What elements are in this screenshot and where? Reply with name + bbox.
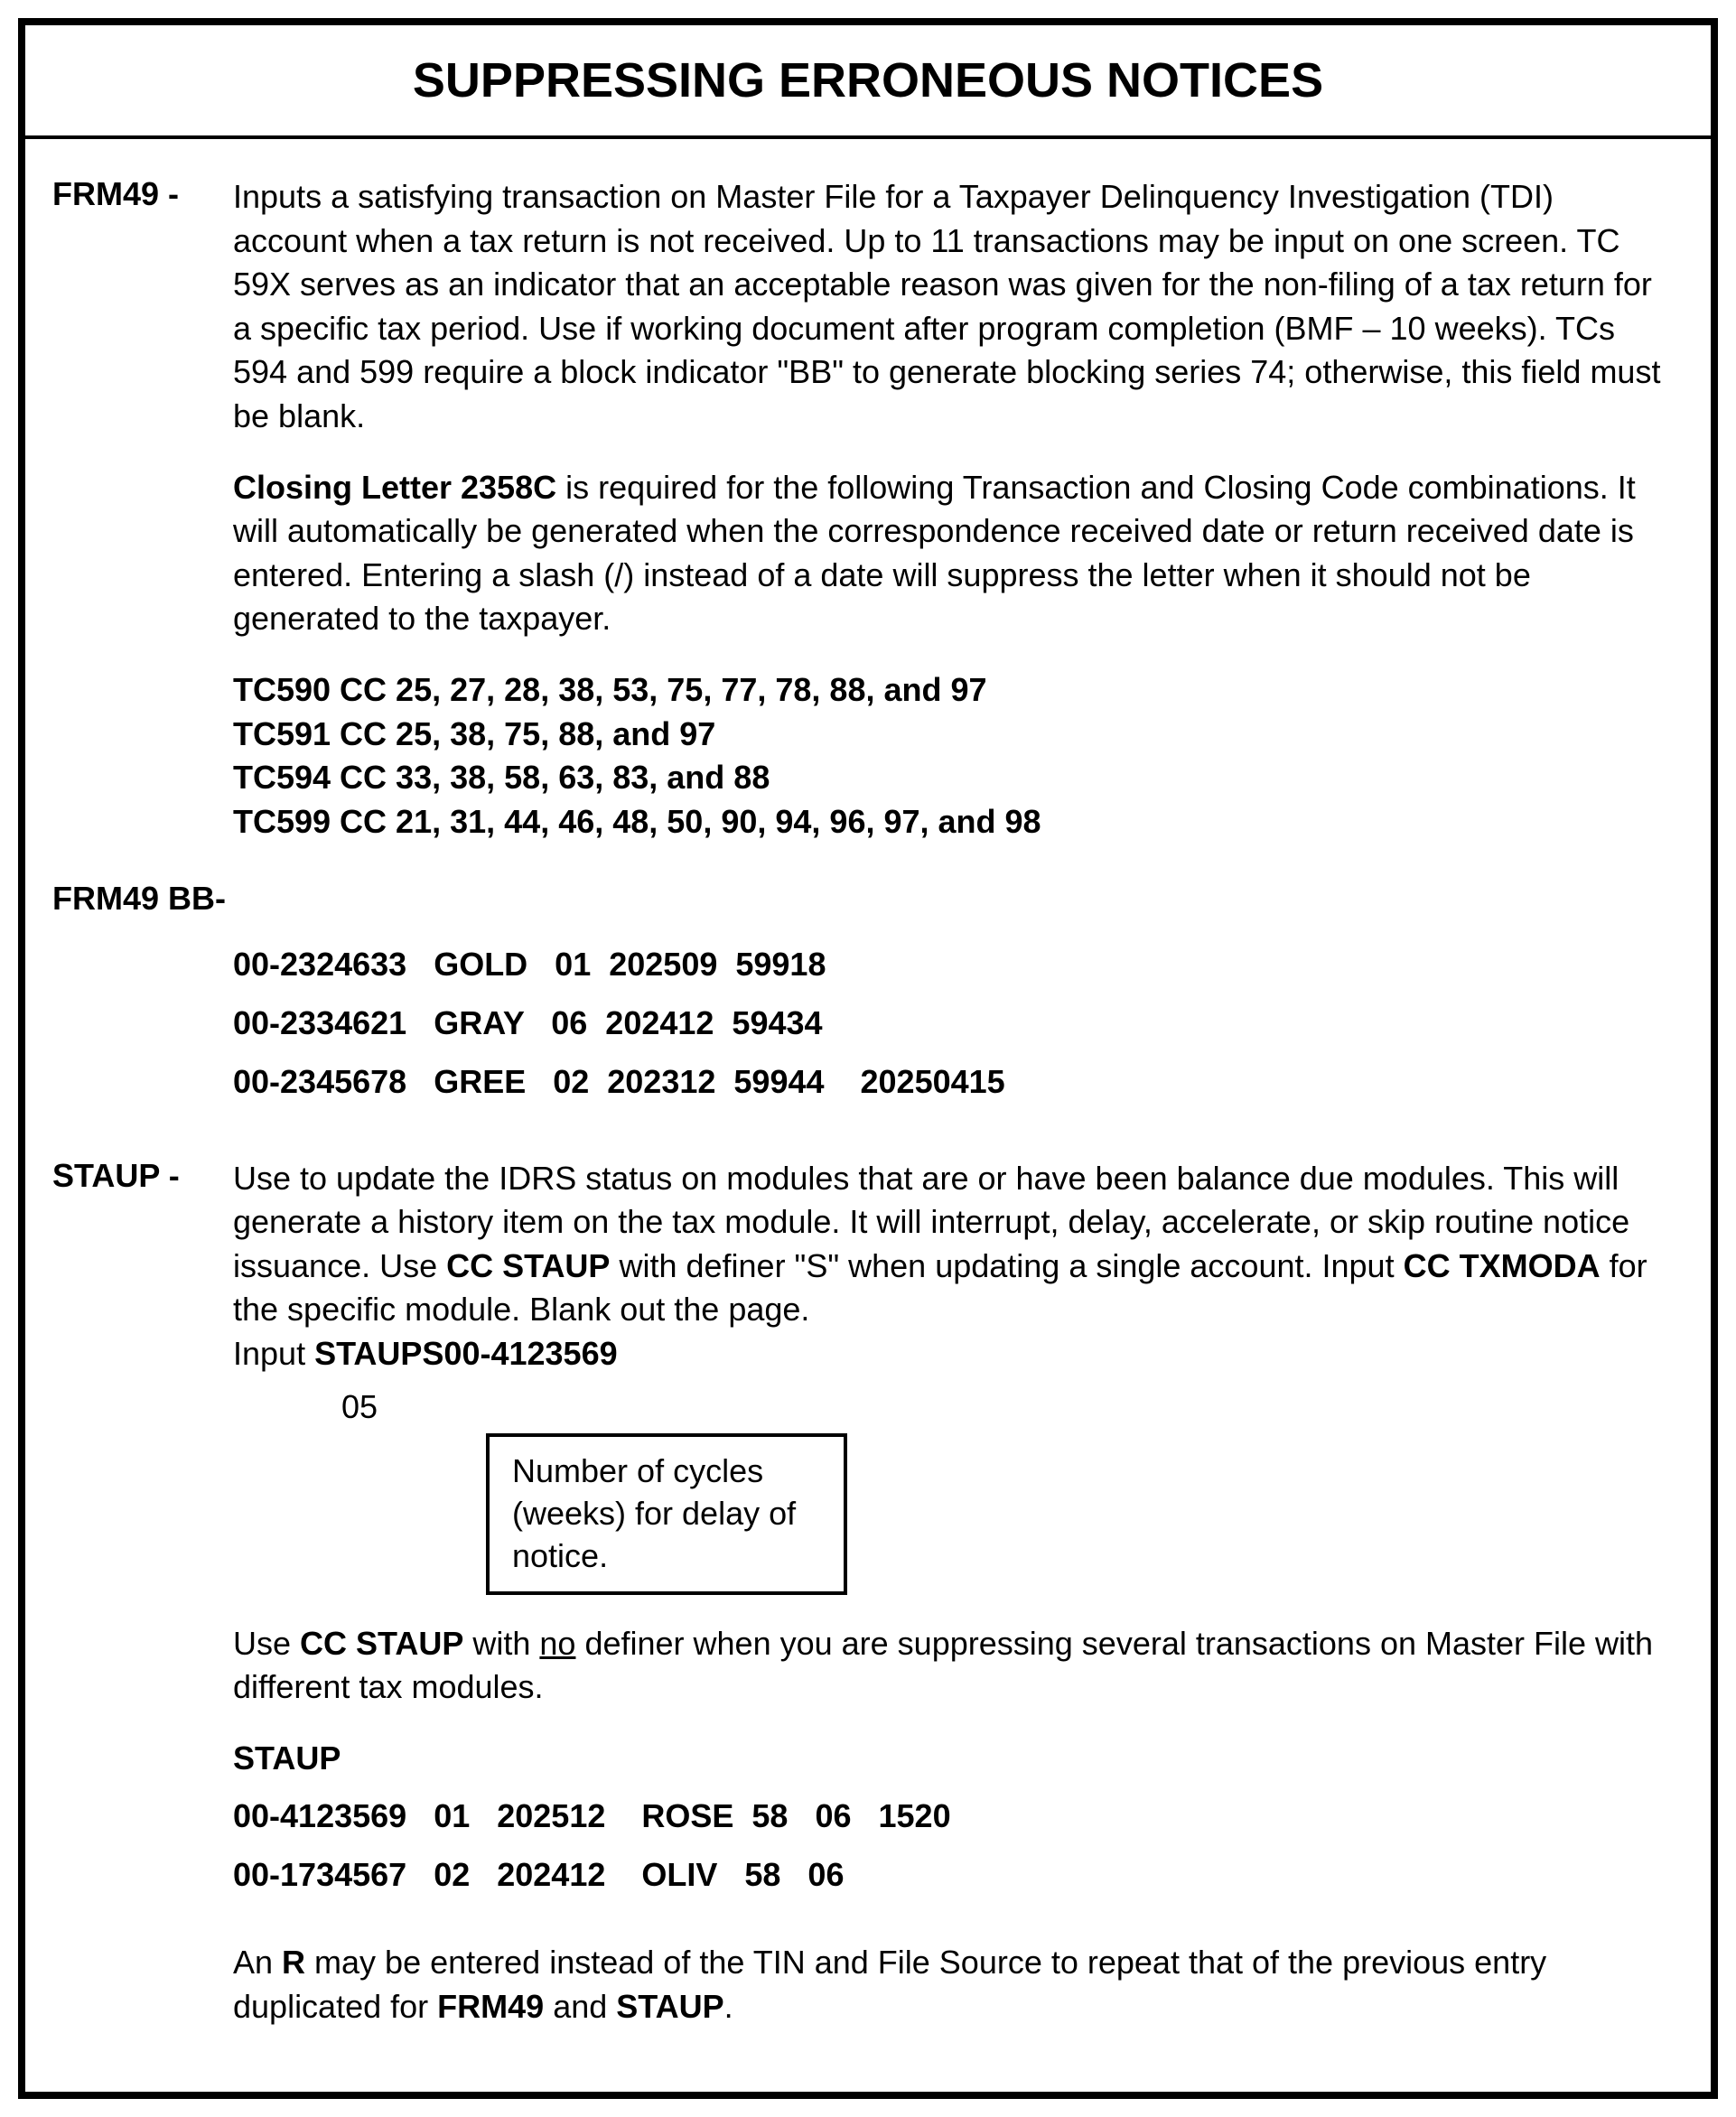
cc-txmoda-bold: CC TXMODA [1404, 1247, 1601, 1284]
period: . [724, 1988, 733, 2025]
staup-para1: Use to update the IDRS status on modules… [233, 1157, 1666, 1332]
frm49bb-label: FRM49 BB- [52, 880, 1666, 918]
staup-input-block: 05 Number of cycles (weeks) for delay of… [233, 1385, 1666, 1595]
tc-line: TC594 CC 33, 38, 58, 63, 83, and 88 [233, 756, 1666, 800]
no-underline: no [539, 1625, 575, 1662]
staup-entry: STAUP - Use to update the IDRS status on… [52, 1157, 1666, 2029]
document-page: SUPPRESSING ERRONEOUS NOTICES FRM49 - In… [18, 18, 1718, 2099]
content-area: FRM49 - Inputs a satisfying transaction … [25, 139, 1711, 2092]
cc-staup-bold2: CC STAUP [300, 1625, 463, 1662]
tc-line: TC590 CC 25, 27, 28, 38, 53, 75, 77, 78,… [233, 668, 1666, 713]
title-section: SUPPRESSING ERRONEOUS NOTICES [25, 25, 1711, 139]
table-row: 00-4123569 01 202512 ROSE 58 06 1520 [233, 1787, 1666, 1846]
staup-label: STAUP - [52, 1157, 233, 2029]
input-bold: STAUPS00-4123569 [314, 1335, 618, 1372]
input-pre: Input [233, 1335, 314, 1372]
staup-body: Use to update the IDRS status on modules… [233, 1157, 1666, 2029]
page-title: SUPPRESSING ERRONEOUS NOTICES [25, 52, 1711, 108]
staup-para2: Use CC STAUP with no definer when you ar… [233, 1622, 1666, 1710]
tc-list: TC590 CC 25, 27, 28, 38, 53, 75, 77, 78,… [233, 668, 1666, 844]
staup-input-line: Input STAUPS00-4123569 [233, 1332, 1666, 1376]
and-word: and [544, 1988, 616, 2025]
frm49-label: FRM49 - [52, 175, 233, 844]
staup-para3-pre: An [233, 1944, 282, 1981]
staup-para1-mid: with definer "S" when updating a single … [610, 1247, 1403, 1284]
staup-table: 00-4123569 01 202512 ROSE 58 06 1520 00-… [233, 1787, 1666, 1905]
staup-para2-pre: Use [233, 1625, 300, 1662]
frm49bb-table: 00-2324633 GOLD 01 202509 59918 00-23346… [233, 936, 1666, 1111]
staup-para3: An R may be entered instead of the TIN a… [233, 1941, 1666, 2028]
frm49-para2: Closing Letter 2358C is required for the… [233, 466, 1666, 641]
tc-line: TC599 CC 21, 31, 44, 46, 48, 50, 90, 94,… [233, 800, 1666, 844]
staup-header: STAUP [233, 1737, 1666, 1781]
table-row: 00-2324633 GOLD 01 202509 59918 [233, 936, 1666, 994]
table-row: 00-2345678 GREE 02 202312 59944 20250415 [233, 1053, 1666, 1112]
table-row: 00-2334621 GRAY 06 202412 59434 [233, 994, 1666, 1053]
frm49-para1: Inputs a satisfying transaction on Maste… [233, 175, 1666, 439]
cc-staup-bold: CC STAUP [446, 1247, 610, 1284]
staup-para3-mid: may be entered instead of the TIN and Fi… [233, 1944, 1546, 2025]
closing-letter-bold: Closing Letter 2358C [233, 469, 556, 506]
frm49-body: Inputs a satisfying transaction on Maste… [233, 175, 1666, 844]
staup-bold-ref: STAUP [616, 1988, 723, 2025]
r-bold: R [282, 1944, 305, 1981]
frm49-entry: FRM49 - Inputs a satisfying transaction … [52, 175, 1666, 844]
tc-line: TC591 CC 25, 38, 75, 88, and 97 [233, 713, 1666, 757]
staup-para2-mid1: with [463, 1625, 539, 1662]
cycle-box: Number of cycles (weeks) for delay of no… [486, 1433, 847, 1594]
staup-05: 05 [341, 1385, 1666, 1430]
table-row: 00-1734567 02 202412 OLIV 58 06 [233, 1846, 1666, 1905]
frm49-bold-ref: FRM49 [437, 1988, 544, 2025]
